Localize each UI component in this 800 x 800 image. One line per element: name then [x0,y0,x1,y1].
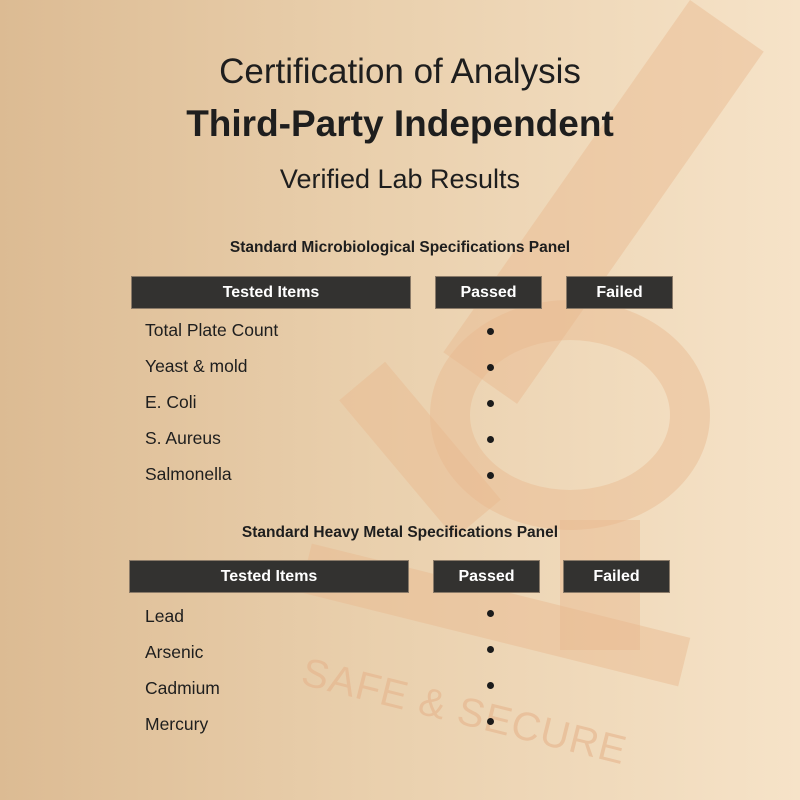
tested-item: E. Coli [145,392,197,412]
passed-dot-icon [487,364,494,371]
watermark-text: SAFE & SECURE [297,650,632,774]
tested-item: Cadmium [145,678,220,698]
passed-dot-icon [487,610,494,617]
title-line-2: Third-Party Independent [186,103,614,144]
passed-dot-icon [487,328,494,335]
passed-dot-icon [487,400,494,407]
passed-dot-icon [487,472,494,479]
tested-item: Mercury [145,714,209,734]
title-line-1: Certification of Analysis [219,52,581,91]
title-line-3: Verified Lab Results [279,164,521,194]
passed-dot-icon [487,436,494,443]
tested-item: Total Plate Count [145,320,279,340]
tested-item: Lead [145,606,184,626]
tested-item: Arsenic [145,642,204,662]
column-header-passed: Passed [433,560,540,593]
tested-item: Salmonella [145,464,232,484]
panel-title-heavy-metal: Standard Heavy Metal Specifications Pane… [241,524,559,541]
passed-dot-icon [487,718,494,725]
column-header-passed: Passed [435,276,542,309]
passed-dot-icon [487,646,494,653]
tested-item: S. Aureus [145,428,221,448]
panel-title-microbiological: Standard Microbiological Specifications … [229,239,571,256]
column-header-failed: Failed [563,560,670,593]
column-header-tested-items: Tested Items [129,560,409,593]
column-header-failed: Failed [566,276,673,309]
column-header-tested-items: Tested Items [131,276,411,309]
tested-item: Yeast & mold [145,356,248,376]
passed-dot-icon [487,682,494,689]
